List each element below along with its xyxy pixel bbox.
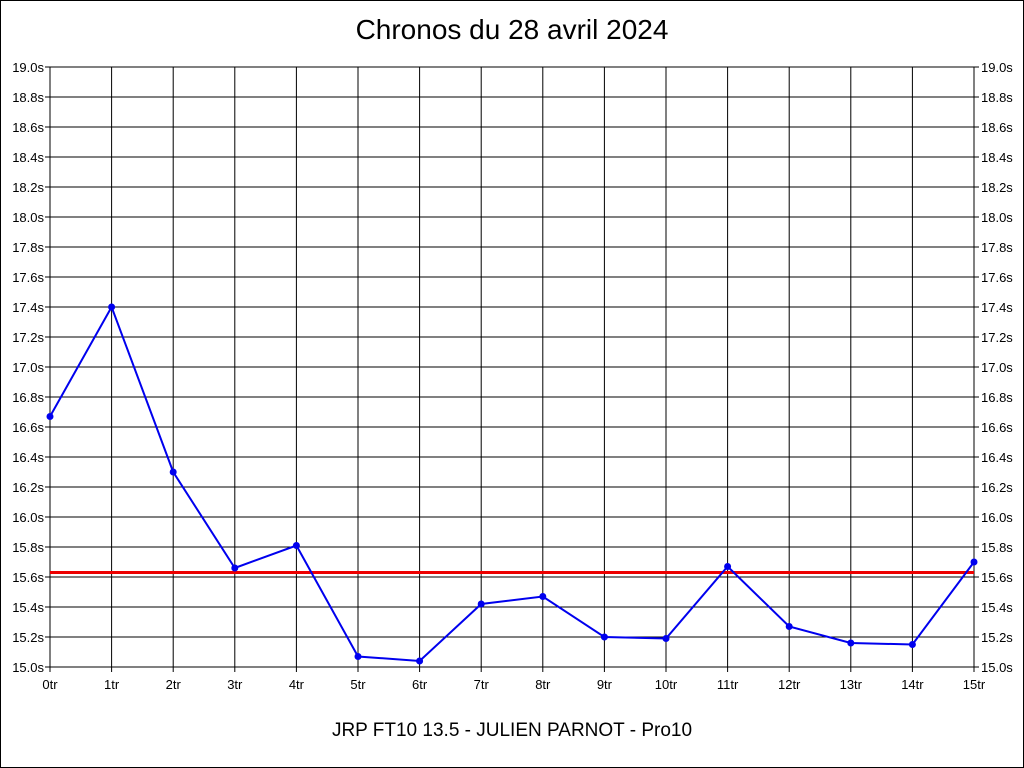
x-tick-label: 3tr — [227, 677, 243, 692]
y-tick-label: 17.2s — [12, 330, 44, 345]
series — [46, 303, 978, 665]
y-tick-label: 18.8s — [12, 90, 44, 105]
data-point — [724, 563, 732, 570]
y-tick-label-right: 16.4s — [981, 450, 1013, 465]
data-point — [354, 653, 362, 660]
y-axis-right: 15.0s 15.2s 15.4s 15.6s 15.8s 16.0s 16.2s 16.4s… — [981, 60, 1013, 675]
y-tick-label-right: 16.8s — [981, 390, 1013, 405]
x-tick-label: 7tr — [474, 677, 490, 692]
y-tick-label-right: 17.8s — [981, 240, 1013, 255]
x-axis: 0tr 1tr 2tr 3tr 4tr 5tr 6tr 7tr 8tr 9tr 10tr 11tr 12… — [42, 677, 985, 692]
y-tick-label: 17.8s — [12, 240, 44, 255]
chart-caption: JRP FT10 13.5 - JULIEN PARNOT - Pro10 — [331, 720, 693, 741]
y-tick-label: 16.2s — [12, 480, 44, 495]
y-tick-label-right: 18.4s — [981, 150, 1013, 165]
y-tick-label-right: 15.2s — [981, 630, 1013, 645]
x-tick-label: 11tr — [717, 677, 739, 692]
y-tick-label-right: 16.6s — [981, 420, 1013, 435]
y-tick-label: 16.6s — [12, 420, 44, 435]
x-tick-label: 5tr — [350, 677, 366, 692]
x-tick-label: 9tr — [597, 677, 613, 692]
y-tick-label: 16.0s — [12, 510, 44, 525]
x-tick-label: 4tr — [289, 677, 305, 692]
y-tick-label: 18.4s — [12, 150, 44, 165]
y-tick-label: 15.0s — [12, 660, 44, 675]
y-tick-label-right: 16.2s — [981, 480, 1013, 495]
grid — [45, 66, 979, 672]
x-tick-label: 10tr — [655, 677, 678, 692]
y-tick-label: 15.8s — [12, 540, 44, 555]
x-tick-label: 1tr — [104, 677, 120, 692]
y-tick-label: 18.6s — [12, 120, 44, 135]
y-tick-label-right: 15.6s — [981, 570, 1013, 585]
y-tick-label: 17.4s — [12, 300, 44, 315]
data-point — [970, 558, 978, 566]
data-point — [231, 564, 239, 572]
y-tick-label-right: 18.0s — [981, 210, 1013, 225]
y-tick-label-right: 19.0s — [981, 60, 1013, 75]
y-tick-label-right: 17.2s — [981, 330, 1013, 345]
y-axis-left: 15.0s 15.2s 15.4s 15.6s 15.8s 16.0s 16.2s 16.4s… — [12, 60, 44, 675]
chart-title: Chronos du 28 avril 2024 — [355, 14, 669, 45]
data-point — [292, 542, 300, 549]
x-tick-label: 14tr — [901, 677, 924, 692]
data-point — [785, 623, 793, 630]
x-tick-label: 15tr — [963, 677, 986, 692]
x-tick-label: 13tr — [840, 677, 863, 692]
y-tick-label: 15.6s — [12, 570, 44, 585]
y-tick-label-right: 16.0s — [981, 510, 1013, 525]
y-tick-label-right: 15.8s — [981, 540, 1013, 555]
data-point — [662, 635, 670, 642]
series-line — [49, 304, 975, 663]
y-tick-label: 19.0s — [12, 60, 44, 75]
data-point — [539, 593, 547, 600]
data-point — [169, 468, 177, 476]
y-tick-label-right: 18.6s — [981, 120, 1013, 135]
data-point — [477, 600, 485, 608]
x-tick-label: 6tr — [412, 677, 428, 692]
y-tick-label: 17.0s — [12, 360, 44, 375]
y-tick-label-right: 17.6s — [981, 270, 1013, 285]
y-tick-label-right: 17.4s — [981, 300, 1013, 315]
data-point — [847, 639, 855, 647]
y-tick-label: 18.0s — [12, 210, 44, 225]
y-tick-label: 18.2s — [12, 180, 44, 195]
y-tick-label-right: 18.8s — [981, 90, 1013, 105]
x-tick-label: 8tr — [535, 677, 551, 692]
x-tick-label: 12tr — [778, 677, 801, 692]
y-tick-label-right: 17.0s — [981, 360, 1013, 375]
y-tick-label: 16.4s — [12, 450, 44, 465]
y-tick-label: 15.2s — [12, 630, 44, 645]
y-tick-label-right: 15.4s — [981, 600, 1013, 615]
data-point — [46, 413, 54, 420]
data-point — [416, 657, 424, 665]
y-tick-label: 16.8s — [12, 390, 44, 405]
x-tick-label: 2tr — [166, 677, 182, 692]
data-point — [908, 641, 916, 648]
data-point — [600, 633, 608, 641]
y-tick-label-right: 15.0s — [981, 660, 1013, 675]
y-tick-label: 17.6s — [12, 270, 44, 285]
y-tick-label: 15.4s — [12, 600, 44, 615]
y-tick-label-right: 18.2s — [981, 180, 1013, 195]
data-point — [108, 303, 116, 311]
x-tick-label: 0tr — [42, 677, 58, 692]
